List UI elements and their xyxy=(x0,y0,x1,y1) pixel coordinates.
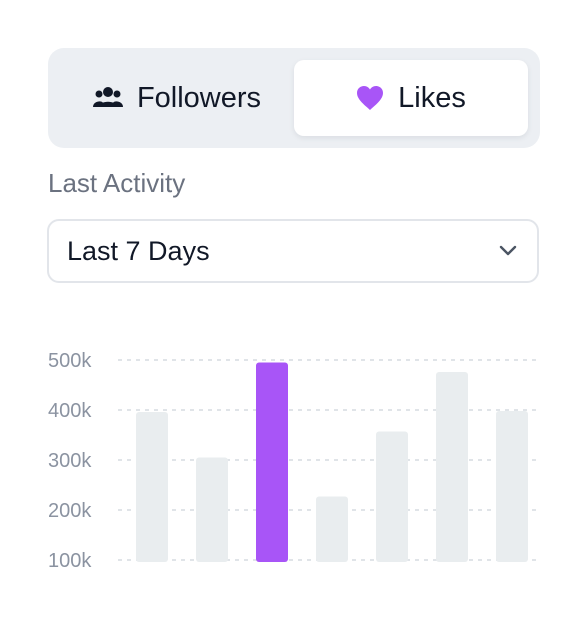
bar[interactable] xyxy=(196,457,228,563)
bar-highlighted[interactable] xyxy=(256,362,288,563)
bar[interactable] xyxy=(496,411,528,562)
chevron-down-icon xyxy=(497,240,519,262)
followers-tab-label: Followers xyxy=(136,81,262,114)
bar[interactable] xyxy=(376,431,408,563)
heart-icon xyxy=(356,85,384,111)
y-tick-label: 100k xyxy=(48,550,92,572)
y-tick-label: 500k xyxy=(48,350,92,372)
y-tick-label: 200k xyxy=(48,500,92,522)
bar[interactable] xyxy=(136,412,168,562)
y-tick-label: 400k xyxy=(48,400,92,422)
time-range-value: Last 7 Days xyxy=(67,235,210,266)
bar[interactable] xyxy=(316,496,348,563)
bar[interactable] xyxy=(436,372,468,562)
time-range-select[interactable]: Last 7 Days xyxy=(47,219,539,283)
followers-tab[interactable]: Followers xyxy=(60,60,294,136)
y-tick-label: 300k xyxy=(48,450,92,472)
likes-tab-label: Likes xyxy=(398,81,466,114)
users-icon xyxy=(92,86,123,110)
metric-segmented-control: Followers Likes xyxy=(48,48,540,148)
likes-tab[interactable]: Likes xyxy=(294,60,528,136)
last-activity-label: Last Activity xyxy=(48,168,186,198)
